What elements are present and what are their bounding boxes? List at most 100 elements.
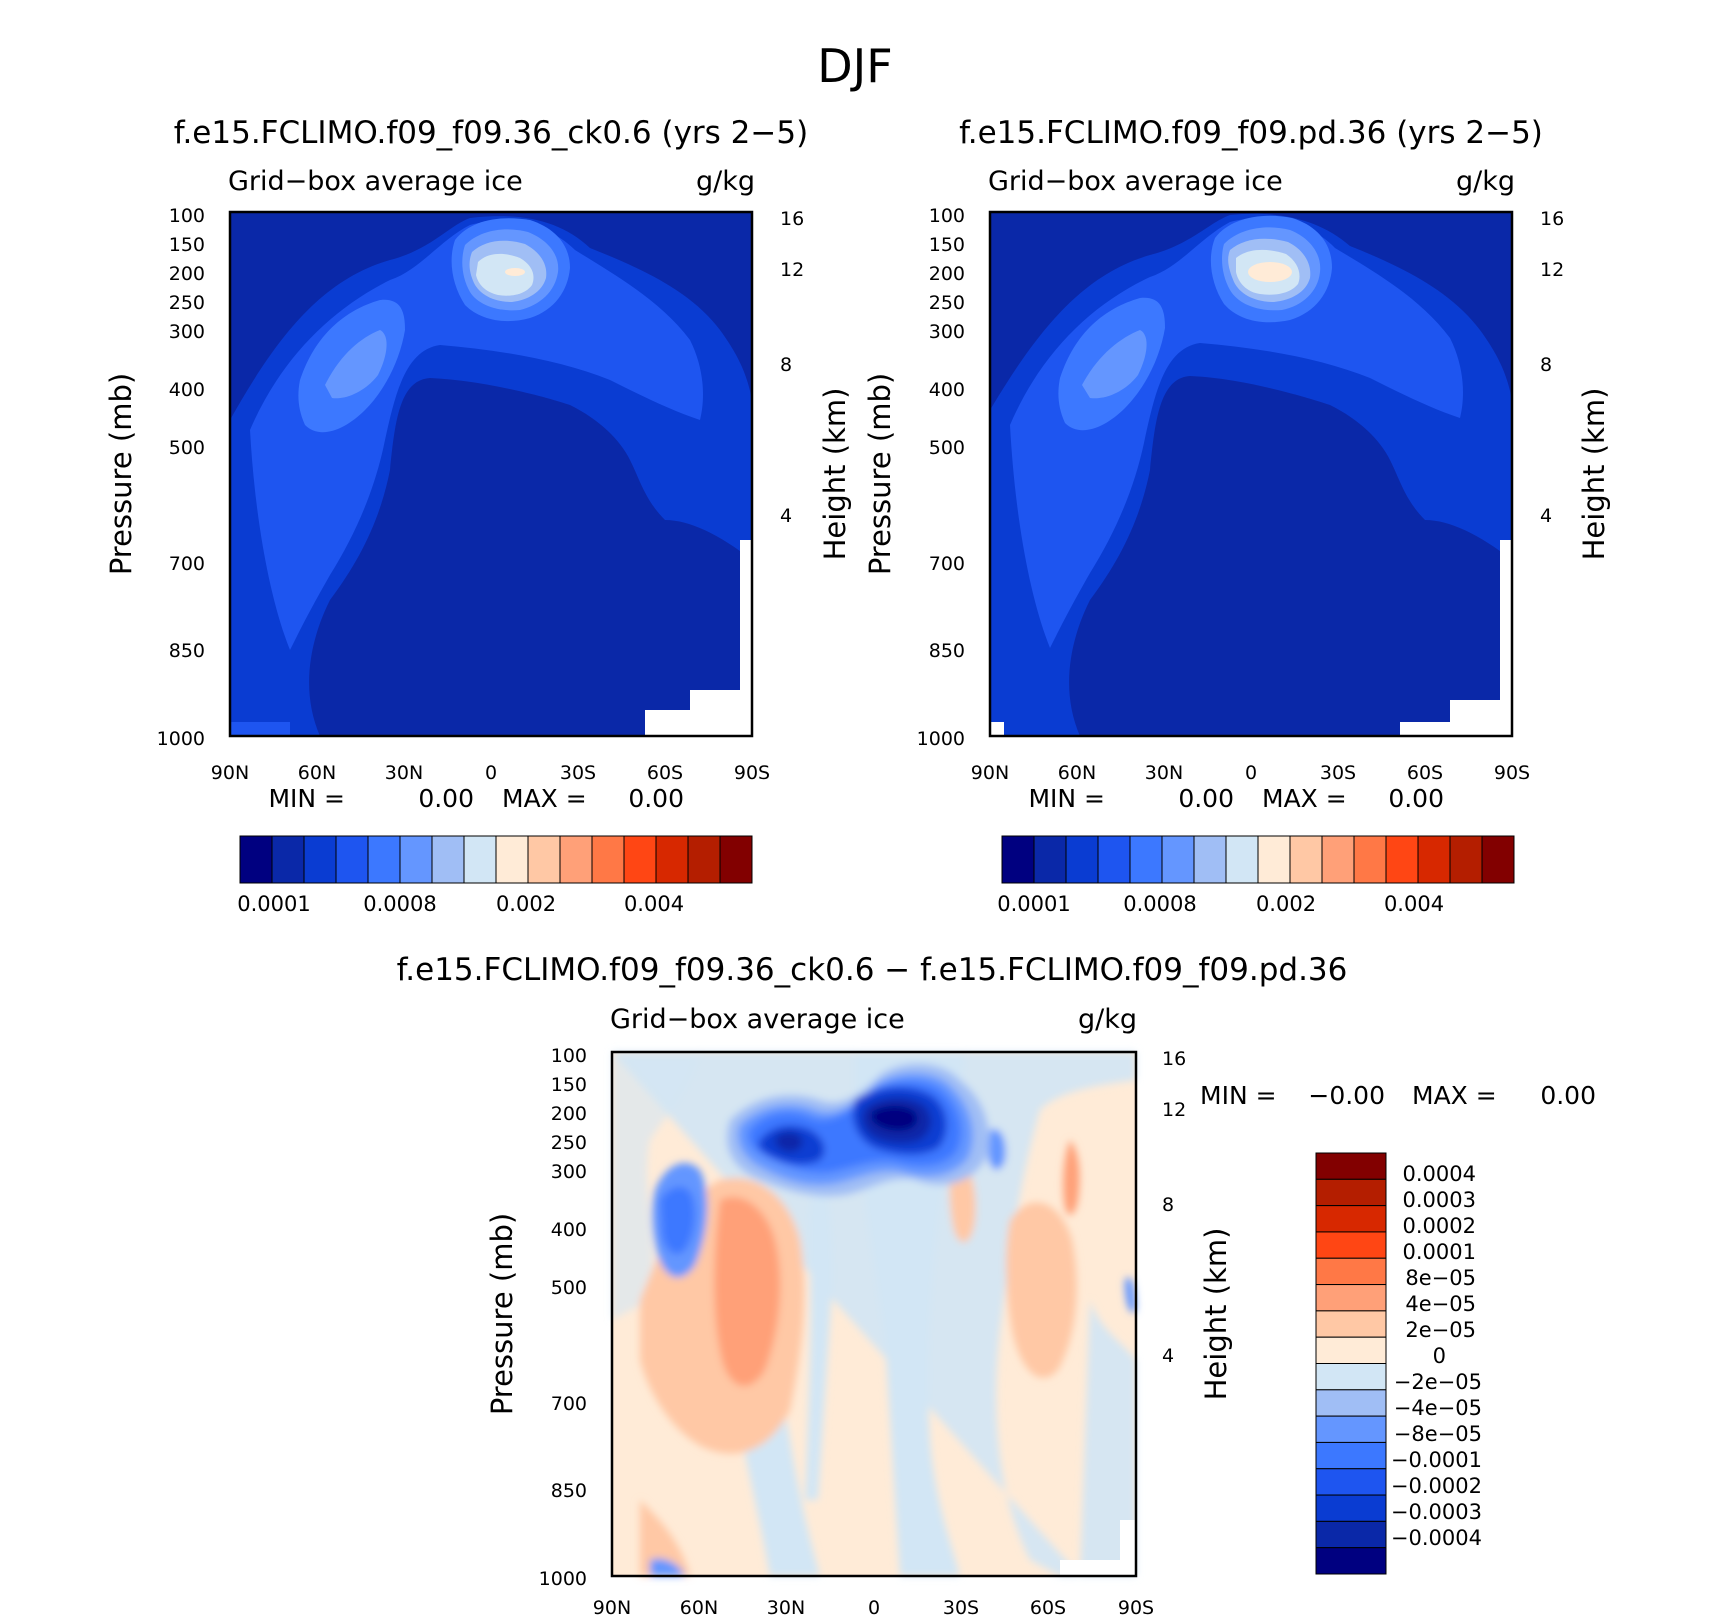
panel-3-colorbar-swatch-7 [1315, 1310, 1387, 1338]
panel-3-y-tick-850: 850 [551, 1480, 587, 1502]
panel-1-height-tick-8: 8 [780, 354, 792, 376]
panel-1-y-tick-100: 100 [169, 205, 205, 227]
panel-2-colorbar-label-1: 0.0001 [997, 892, 1070, 916]
panel-2-title: f.e15.FCLIMO.f09_f09.pd.36 (yrs 2−5) [959, 115, 1543, 151]
panel-2-colorbar-label-4: 0.004 [1384, 892, 1444, 916]
panel-2-height-tick-4: 4 [1540, 505, 1552, 527]
panel-3-x-tick-90n: 90N [593, 1597, 631, 1616]
panel-3-colorbar-swatch-12 [1315, 1441, 1387, 1470]
panel-1-colorbar-label-3: 0.002 [496, 892, 556, 916]
panel-1-x-tick-90s: 90S [734, 762, 770, 784]
panel-2-min-label: MIN = [1028, 784, 1105, 813]
panel-2-x-tick-0: 0 [1245, 762, 1257, 784]
panel-3-colorbar-label-3: 0.0002 [1403, 1214, 1476, 1238]
panel-3-contour-field [612, 1052, 1136, 1576]
panel-2-colorbar-swatch-10 [1289, 835, 1323, 884]
panel-1-contour-field [230, 212, 752, 737]
panel-1-y-tick-150: 150 [169, 234, 205, 256]
panel-3-height-tick-12: 12 [1162, 1099, 1186, 1121]
panel-2-y-ticks: 100 150 200 250 300 400 500 700 850 1000 [917, 205, 965, 750]
panel-2-colorbar-swatch-11 [1321, 835, 1355, 884]
panel-3-colorbar-label-15: −0.0004 [1391, 1526, 1482, 1550]
panel-1-colorbar-swatch-8 [463, 835, 497, 884]
panel-3-x-tick-30n: 30N [767, 1597, 805, 1616]
panel-1-units: g/kg [696, 166, 755, 197]
panel-2-x-tick-90s: 90S [1494, 762, 1530, 784]
panel-2-y-tick-150: 150 [929, 234, 965, 256]
panel-2-height-axis-label: Height (km) [1577, 388, 1611, 561]
panel-3-colorbar-label-10: −4e−05 [1394, 1396, 1482, 1420]
panel-3-colorbar-label-14: −0.0003 [1391, 1500, 1482, 1524]
panel-2-colorbar-swatch-9 [1257, 835, 1291, 884]
panel-3-colorbar-swatch-11 [1315, 1415, 1387, 1443]
panel-3-max-value: 0.00 [1540, 1081, 1596, 1110]
panel-1-colorbar-swatch-1 [239, 835, 273, 884]
panel-1-colorbar-swatch-14 [655, 835, 689, 884]
panel-3-colorbar-label-4: 0.0001 [1403, 1240, 1476, 1264]
panel-1-height-axis-label: Height (km) [818, 388, 852, 561]
panel-1-height-tick-4: 4 [780, 505, 792, 527]
panel-1-colorbar-swatch-4 [335, 835, 369, 884]
panel-1-y-tick-850: 850 [169, 640, 205, 662]
panel-2-colorbar-label-2: 0.0008 [1123, 892, 1196, 916]
panel-2-y-tick-850: 850 [929, 640, 965, 662]
panel-1-max-label: MAX = [502, 784, 587, 813]
panel-2-colorbar-swatch-6 [1161, 835, 1195, 884]
panel-3-y-tick-400: 400 [551, 1219, 587, 1241]
panel-2-variable: Grid−box average ice [988, 166, 1283, 197]
panel-1: f.e15.FCLIMO.f09_f09.36_ck0.6 (yrs 2−5) … [104, 115, 852, 916]
panel-2-x-tick-30n: 30N [1145, 762, 1183, 784]
panel-1-min-value: 0.00 [418, 784, 474, 813]
panel-3-colorbar-swatch-16 [1315, 1547, 1387, 1575]
panel-3-colorbar-swatch-4 [1315, 1231, 1387, 1259]
panel-2-colorbar-swatch-14 [1417, 835, 1451, 884]
panel-2-x-tick-60n: 60N [1058, 762, 1096, 784]
panel-3-min-label: MIN = [1200, 1081, 1277, 1110]
panel-2-colorbar [1001, 835, 1515, 884]
panel-3-colorbar-swatch-8 [1315, 1336, 1387, 1364]
panel-2-y-tick-700: 700 [929, 553, 965, 575]
panel-2-y-tick-200: 200 [929, 263, 965, 285]
panel-1-colorbar-label-1: 0.0001 [237, 892, 310, 916]
panel-3-colorbar-swatch-6 [1315, 1284, 1387, 1312]
panel-1-min-label: MIN = [268, 784, 345, 813]
panel-3-colorbar-label-6: 4e−05 [1405, 1292, 1476, 1316]
panel-1-y-tick-1000: 1000 [157, 728, 205, 750]
panel-3-y-tick-150: 150 [551, 1074, 587, 1096]
panel-3-y-tick-200: 200 [551, 1103, 587, 1125]
panel-1-colorbar-label-2: 0.0008 [363, 892, 436, 916]
panel-1-y-ticks: 100 150 200 250 300 400 500 700 850 1000 [157, 205, 205, 750]
panel-2-max-value: 0.00 [1388, 784, 1444, 813]
panel-3-frame [610, 1050, 1138, 1578]
panel-2-colorbar-swatch-5 [1129, 835, 1163, 884]
panel-3-height-tick-4: 4 [1162, 1345, 1174, 1367]
panel-3-height-tick-8: 8 [1162, 1194, 1174, 1216]
panel-1-y-tick-700: 700 [169, 553, 205, 575]
panel-2-max-label: MAX = [1262, 784, 1347, 813]
panel-2-y-tick-250: 250 [929, 292, 965, 314]
panel-1-colorbar-swatch-10 [527, 835, 561, 884]
panel-2-colorbar-swatch-1 [1001, 835, 1035, 884]
panel-2-height-tick-8: 8 [1540, 354, 1552, 376]
panel-1-colorbar-swatch-9 [495, 835, 529, 884]
panel-2-x-tick-60s: 60S [1407, 762, 1443, 784]
panel-1-colorbar-swatch-15 [687, 835, 721, 884]
panel-1-colorbar-swatch-12 [591, 835, 625, 884]
panel-3-height-axis-label: Height (km) [1199, 1228, 1233, 1401]
panel-2-colorbar-swatch-15 [1449, 835, 1483, 884]
panel-3-colorbar-swatch-14 [1315, 1494, 1387, 1522]
panel-1-colorbar-swatch-2 [271, 835, 305, 884]
panel-3-height-ticks: 16 12 8 4 [1162, 1048, 1186, 1367]
panel-2-x-ticks: 90N 60N 30N 0 30S 60S 90S [971, 762, 1530, 784]
panel-1-height-tick-12: 12 [780, 259, 804, 281]
panel-3-colorbar-swatch-2 [1315, 1178, 1387, 1207]
panel-2-colorbar-swatch-7 [1193, 835, 1227, 884]
panel-1-colorbar-swatch-11 [559, 835, 593, 884]
panel-1-y-tick-200: 200 [169, 263, 205, 285]
panel-1-variable: Grid−box average ice [228, 166, 523, 197]
panel-2-colorbar-swatch-4 [1097, 835, 1131, 884]
panel-1-frame [228, 210, 754, 738]
panel-3: f.e15.FCLIMO.f09_f09.36_ck0.6 − f.e15.FC… [397, 952, 1596, 1616]
panel-3-colorbar-labels: 0.0004 0.0003 0.0002 0.0001 8e−05 4e−05 … [1391, 1162, 1482, 1550]
